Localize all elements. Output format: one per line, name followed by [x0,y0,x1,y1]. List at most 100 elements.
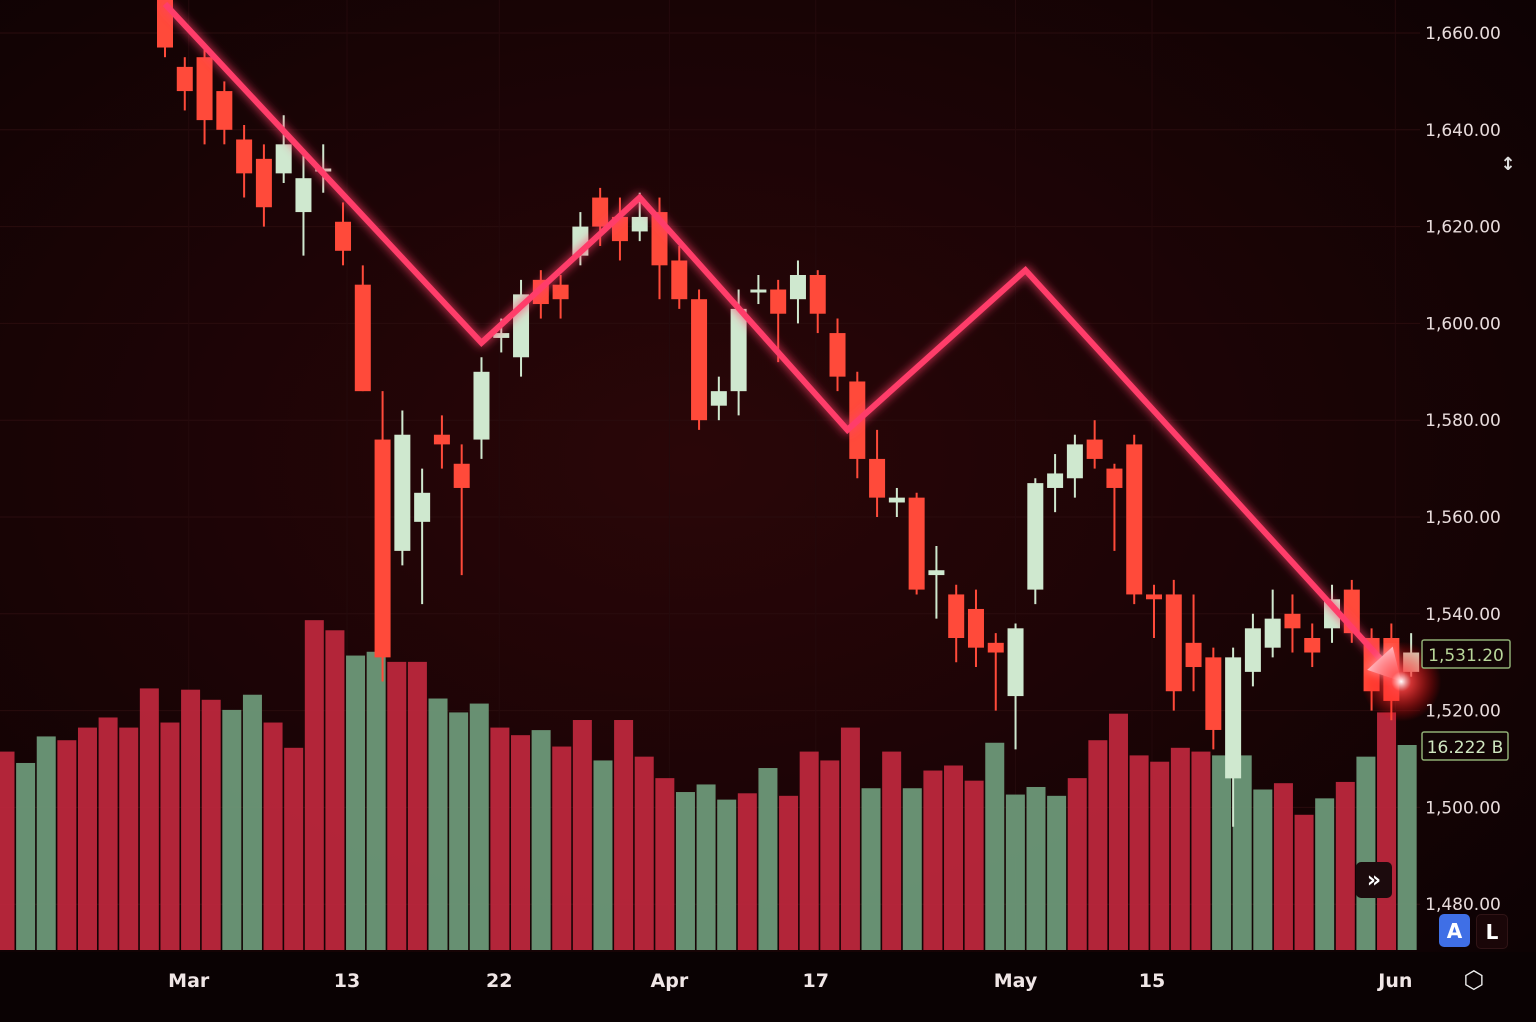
candle-up [1007,628,1024,697]
auto-scale-button[interactable]: A [1439,914,1470,947]
last-volume-tag: 16.222 B [1421,731,1509,761]
volume-bar [1294,814,1314,950]
volume-bar [449,712,469,950]
candle-up [1066,444,1083,479]
volume-bar [1129,755,1149,950]
volume-bar [325,630,345,950]
candle-down [948,594,965,638]
candle-down [1146,594,1162,600]
candle-up [493,333,510,338]
volume-bar [181,689,201,950]
candle-down [374,439,391,658]
candle-down [176,66,193,92]
volume-bar [758,768,778,950]
volume-bar [304,620,324,950]
volume-bar [717,799,737,950]
candle-down [216,91,233,130]
candle-down [552,284,569,300]
candle-down [255,158,272,208]
last-volume-text: 16.222 B [1427,738,1504,758]
candle-up [928,570,945,576]
candle-down [967,608,984,648]
volume-bar [696,784,716,950]
volume-bar [779,795,799,950]
candle-down [987,642,1004,653]
volume-bar [964,780,984,950]
volume-bar [1212,755,1232,950]
volume-bar [77,727,97,950]
candle-up [631,216,648,232]
log-scale-button[interactable]: L [1476,914,1508,949]
volume-bar [634,756,654,950]
volume-bar [263,722,283,950]
candle-down [691,299,708,421]
candle-up [710,391,727,406]
volume-bar [0,751,15,950]
volume-bar [469,703,489,950]
volume-bar [284,747,304,950]
price-axis[interactable]: 1,660.00 1,640.00 1,620.00 1,600.00 1,580.00… [1425,24,1501,915]
candle-down [770,289,787,314]
volume-bar [985,742,1005,950]
price-tick-label: 1,480.00 [1425,895,1501,915]
time-axis-bg [0,952,1536,1022]
volume-bar [511,735,530,950]
candle-down [671,260,688,300]
volume-bar [1356,756,1376,950]
volume-bar [923,770,943,950]
candle-down [908,497,925,590]
volume-bar [552,746,572,950]
candle-down [236,139,253,174]
volume-bar [593,760,613,950]
candle-up [473,371,490,440]
volume-bar [799,751,819,950]
candle-up [394,434,411,551]
volume-bar [98,717,118,950]
date-tick-label: Mar [168,970,210,992]
candle-up [1027,483,1044,590]
candle-up [1225,657,1242,779]
volume-bar [1315,798,1335,950]
candle-down [1205,657,1222,730]
price-tick-label: 1,640.00 [1425,121,1501,141]
volume-bar [119,727,139,950]
volume-bar [1253,789,1273,950]
price-tick-label: 1,660.00 [1425,24,1501,44]
date-tick-label: 13 [334,970,360,992]
candle-down [1086,439,1103,459]
candle-up [275,144,292,174]
last-price-text: 1,531.20 [1428,646,1504,666]
settings-gear-icon[interactable]: ⬡ [1463,966,1485,994]
candle-down [1126,444,1143,595]
volume-bar [201,699,221,950]
candle-down [335,221,352,251]
date-tick-label: Apr [651,970,689,992]
volume-bar [531,730,551,950]
volume-bar [242,694,262,950]
volume-bar [1397,745,1417,950]
volume-bar [222,709,242,950]
candle-down [1165,594,1182,692]
volume-bar [1067,778,1087,950]
volume-bar [655,778,675,950]
volume-bar [572,720,592,950]
volume-bar [944,765,964,950]
volume-bar [1047,795,1067,950]
trend-line [162,1,1404,684]
volume-bar [57,740,77,950]
volume-bar [346,655,366,950]
price-tick-label: 1,620.00 [1425,218,1501,238]
candles [157,0,1420,827]
candle-up [888,497,905,503]
volume-bar [366,651,386,950]
price-tick-label: 1,560.00 [1425,508,1501,528]
volume-bar [387,661,407,950]
candle-down [433,434,450,445]
time-axis[interactable]: Mar 13 22 Apr 17 May 15 Jun [168,970,1412,992]
candle-up [414,492,431,522]
candle-up [1047,473,1064,488]
scroll-to-realtime-button[interactable]: » [1356,862,1392,898]
date-tick-label: 15 [1139,970,1165,992]
price-tick-label: 1,500.00 [1425,798,1501,818]
